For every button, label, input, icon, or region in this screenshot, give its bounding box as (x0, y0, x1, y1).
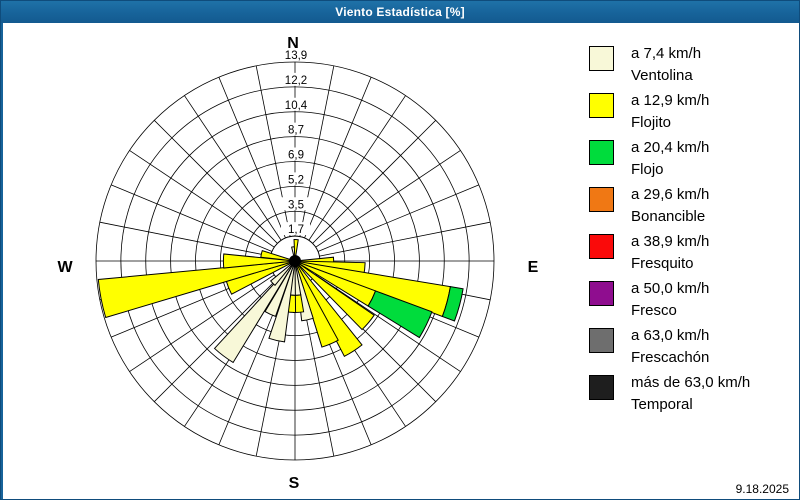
legend-item-fresco: a 50,0 km/h Fresco (589, 278, 794, 322)
legend-bin-name: Temporal (631, 396, 693, 413)
legend-swatch-frescachon (589, 328, 614, 353)
title-bar: Viento Estadística [%] (1, 1, 799, 23)
legend-bin-name: Frescachón (631, 349, 710, 366)
date-label: 9.18.2025 (735, 482, 789, 496)
svg-text:6,9: 6,9 (288, 150, 304, 162)
legend-item-flojito: a 12,9 km/h Flojito (589, 90, 794, 134)
legend-bin-name: Fresquito (631, 255, 694, 272)
svg-text:3,5: 3,5 (288, 199, 304, 211)
legend-speed-label: a 7,4 km/h (631, 45, 702, 62)
compass-s: S (289, 475, 300, 492)
legend-bin-name: Flojito (631, 114, 672, 131)
wind-rose-chart: 1,7 3,5 5,2 6,9 8,7 10,4 12,2 13,9N S W E (57, 35, 539, 492)
legend-speed-label: a 38,9 km/h (631, 233, 710, 250)
chart-panel: 1,7 3,5 5,2 6,9 8,7 10,4 12,2 13,9 N S W E a 7,4 km… (1, 23, 799, 499)
legend-swatch-bonancible (589, 187, 614, 212)
legend-swatch-temporal (589, 375, 614, 400)
svg-text:12,2: 12,2 (285, 75, 307, 87)
legend: a 7,4 km/h Ventolina a 12,9 km/h Flojito a 2… (589, 43, 794, 419)
legend-item-frescachon: a 63,0 km/h Frescachón (589, 325, 794, 369)
legend-item-temporal: más de 63,0 km/h Temporal (589, 372, 794, 416)
legend-item-flojo: a 20,4 km/h Flojo (589, 137, 794, 181)
window-title: Viento Estadística [%] (335, 5, 465, 19)
legend-item-fresquito: a 38,9 km/h Fresquito (589, 231, 794, 275)
legend-bin-name: Fresco (631, 302, 677, 319)
legend-bin-name: Ventolina (631, 67, 693, 84)
legend-swatch-fresco (589, 281, 614, 306)
legend-speed-label: a 12,9 km/h (631, 92, 710, 109)
svg-text:1,7: 1,7 (288, 224, 304, 236)
legend-swatch-ventolina (589, 46, 614, 71)
legend-swatch-flojito (589, 93, 614, 118)
compass-e: E (528, 259, 539, 276)
legend-speed-label: a 63,0 km/h (631, 327, 710, 344)
compass-n: N (287, 35, 299, 52)
legend-bin-name: Flojo (631, 161, 664, 178)
legend-speed-label: a 50,0 km/h (631, 280, 710, 297)
legend-item-bonancible: a 29,6 km/h Bonancible (589, 184, 794, 228)
legend-item-ventolina: a 7,4 km/h Ventolina (589, 43, 794, 87)
legend-swatch-flojo (589, 140, 614, 165)
svg-text:5,2: 5,2 (288, 174, 304, 186)
compass-w: W (57, 259, 73, 276)
legend-bin-name: Bonancible (631, 208, 706, 225)
legend-speed-label: a 29,6 km/h (631, 186, 710, 203)
legend-speed-label: a 20,4 km/h (631, 139, 710, 156)
legend-speed-label: más de 63,0 km/h (631, 374, 751, 391)
svg-text:13,9: 13,9 (285, 50, 307, 62)
legend-swatch-fresquito (589, 234, 614, 259)
svg-text:10,4: 10,4 (285, 100, 308, 112)
svg-text:8,7: 8,7 (288, 125, 304, 137)
